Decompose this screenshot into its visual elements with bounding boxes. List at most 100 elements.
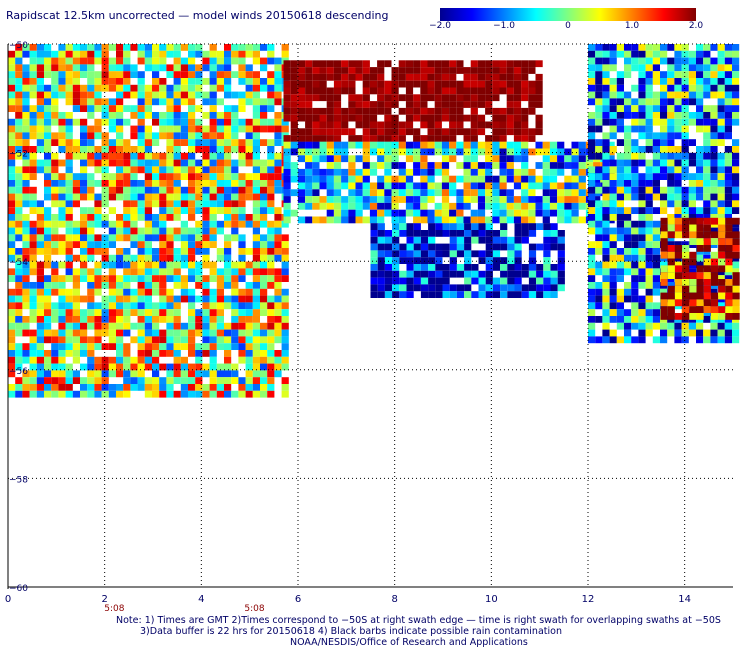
heatmap-cell bbox=[710, 207, 718, 214]
heatmap-cell bbox=[195, 159, 203, 167]
heatmap-cell bbox=[159, 214, 167, 221]
heatmap-cell bbox=[29, 118, 37, 126]
heatmap-cell bbox=[638, 132, 646, 140]
heatmap-cell bbox=[216, 390, 224, 398]
heatmap-cell bbox=[499, 155, 507, 163]
heatmap-cell bbox=[549, 202, 558, 210]
heatmap-cell bbox=[260, 295, 268, 303]
x-tick-label: 2 bbox=[101, 594, 107, 605]
heatmap-cell bbox=[260, 139, 268, 146]
heatmap-cell bbox=[470, 73, 478, 81]
heatmap-cell bbox=[521, 175, 529, 183]
heatmap-cell bbox=[238, 180, 246, 187]
heatmap-cell bbox=[108, 322, 116, 330]
heatmap-cell bbox=[274, 220, 282, 228]
heatmap-cell bbox=[267, 125, 275, 133]
heatmap-cell bbox=[528, 250, 537, 258]
heatmap-cell bbox=[188, 166, 196, 174]
heatmap-cell bbox=[667, 224, 675, 232]
heatmap-cell bbox=[710, 180, 718, 187]
heatmap-cell bbox=[631, 241, 639, 248]
heatmap-cell bbox=[681, 57, 689, 65]
heatmap-cell bbox=[391, 94, 399, 102]
heatmap-cell bbox=[224, 282, 232, 289]
x-tick-label: 0 bbox=[5, 594, 11, 605]
heatmap-cell bbox=[384, 277, 393, 285]
heatmap-cell bbox=[130, 193, 138, 201]
heatmap-cell bbox=[405, 196, 414, 203]
heatmap-cell bbox=[238, 316, 246, 323]
heatmap-cell bbox=[274, 248, 282, 255]
heatmap-cell bbox=[521, 270, 529, 278]
heatmap-cell bbox=[624, 288, 632, 296]
heatmap-cell bbox=[29, 336, 37, 344]
heatmap-cell bbox=[283, 189, 291, 197]
heatmap-cell bbox=[718, 285, 726, 293]
heatmap-cell bbox=[377, 73, 385, 81]
heatmap-cell bbox=[8, 363, 16, 371]
heatmap-cell bbox=[499, 67, 507, 74]
heatmap-cell bbox=[500, 264, 508, 271]
heatmap-cell bbox=[245, 309, 253, 316]
heatmap-cell bbox=[724, 132, 732, 140]
heatmap-cell bbox=[305, 216, 313, 224]
heatmap-cell bbox=[535, 114, 543, 122]
heatmap-cell bbox=[65, 132, 73, 140]
heatmap-cell bbox=[231, 329, 239, 337]
heatmap-cell bbox=[652, 282, 660, 289]
heatmap-cell bbox=[238, 268, 246, 276]
heatmap-cell bbox=[348, 107, 356, 115]
heatmap-cell bbox=[101, 186, 109, 194]
heatmap-cell bbox=[588, 152, 596, 160]
heatmap-cell bbox=[137, 261, 145, 269]
heatmap-cell bbox=[710, 125, 718, 133]
heatmap-cell bbox=[609, 336, 617, 344]
heatmap-cell bbox=[660, 159, 668, 167]
heatmap-cell bbox=[44, 180, 52, 187]
heatmap-cell bbox=[94, 377, 102, 384]
heatmap-cell bbox=[406, 277, 414, 285]
heatmap-cell bbox=[703, 78, 711, 85]
heatmap-cell bbox=[470, 216, 478, 224]
heatmap-cell bbox=[130, 356, 138, 364]
heatmap-cell bbox=[521, 107, 529, 115]
heatmap-cell bbox=[72, 64, 80, 72]
heatmap-cell bbox=[528, 277, 537, 285]
heatmap-cell bbox=[549, 175, 558, 183]
heatmap-cell bbox=[413, 148, 421, 156]
heatmap-cell bbox=[173, 112, 181, 119]
heatmap-cell bbox=[195, 50, 203, 58]
heatmap-cell bbox=[166, 309, 174, 316]
heatmap-cell bbox=[696, 217, 704, 225]
heatmap-cell bbox=[660, 299, 668, 307]
heatmap-cell bbox=[578, 196, 586, 203]
heatmap-cell bbox=[87, 390, 95, 398]
heatmap-cell bbox=[188, 193, 196, 201]
heatmap-cell bbox=[72, 118, 80, 126]
heatmap-cell bbox=[413, 182, 421, 190]
heatmap-cell bbox=[456, 60, 464, 68]
heatmap-cell bbox=[616, 78, 624, 85]
heatmap-cell bbox=[392, 270, 400, 278]
heatmap-cell bbox=[710, 186, 718, 194]
heatmap-cell bbox=[144, 200, 152, 208]
heatmap-cell bbox=[65, 288, 73, 296]
heatmap-cell bbox=[8, 78, 16, 85]
heatmap-cell bbox=[44, 57, 52, 65]
heatmap-cell bbox=[406, 291, 414, 298]
heatmap-cell bbox=[609, 193, 617, 201]
heatmap-cell bbox=[703, 245, 711, 252]
heatmap-cell bbox=[535, 80, 543, 88]
heatmap-cell bbox=[703, 336, 711, 344]
heatmap-cell bbox=[595, 44, 603, 51]
heatmap-cell bbox=[188, 336, 196, 344]
heatmap-cell bbox=[87, 254, 95, 262]
heatmap-cell bbox=[267, 248, 275, 255]
heatmap-cell bbox=[166, 64, 174, 72]
heatmap-cell bbox=[595, 50, 603, 58]
heatmap-cell bbox=[377, 284, 385, 292]
heatmap-cell bbox=[173, 118, 181, 126]
heatmap-cell bbox=[209, 275, 217, 282]
heatmap-cell bbox=[506, 107, 514, 115]
heatmap-cell bbox=[152, 302, 160, 310]
